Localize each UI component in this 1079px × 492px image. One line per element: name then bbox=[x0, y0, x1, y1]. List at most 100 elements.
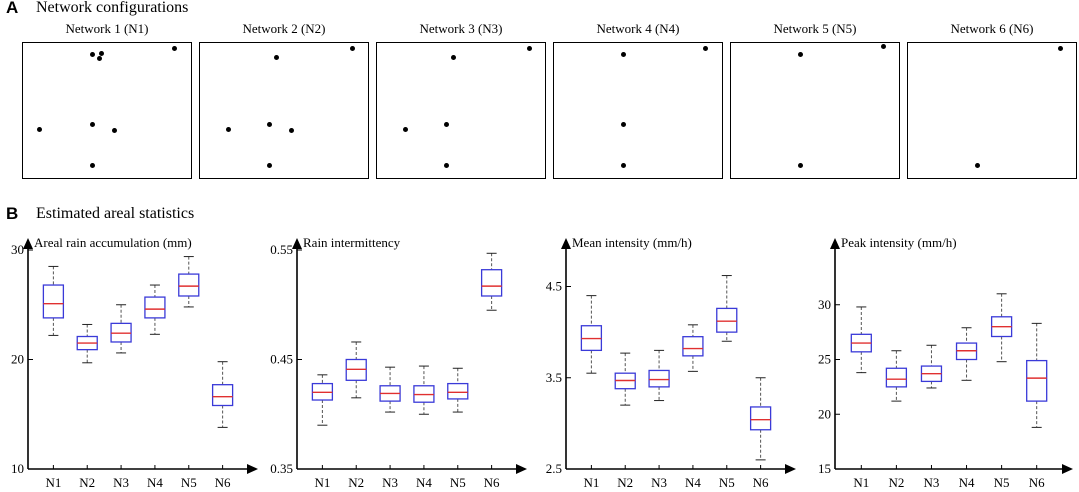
y-tick-label: 30 bbox=[818, 297, 831, 312]
y-tick-label: 30 bbox=[11, 242, 24, 257]
x-tick-label: N5 bbox=[450, 475, 466, 490]
x-tick-label: N6 bbox=[215, 475, 231, 490]
network-3-label: Network 3 (N3) bbox=[419, 21, 503, 36]
x-tick-label: N2 bbox=[617, 475, 633, 490]
chart-title: Mean intensity (mm/h) bbox=[572, 235, 692, 250]
x-tick-label: N4 bbox=[959, 475, 975, 490]
panel-b-title: Estimated areal statistics bbox=[36, 205, 195, 222]
x-tick-label: N3 bbox=[924, 475, 940, 490]
station-dot bbox=[975, 162, 981, 168]
station-dot bbox=[444, 121, 450, 127]
chart-title: Rain intermittency bbox=[303, 235, 401, 250]
station-dot bbox=[273, 55, 279, 61]
panel-a-letter: A bbox=[6, 0, 19, 17]
station-dot bbox=[96, 56, 102, 62]
x-tick-label: N1 bbox=[314, 475, 330, 490]
network-6-label: Network 6 (N6) bbox=[950, 21, 1034, 36]
y-tick-label: 20 bbox=[818, 406, 831, 421]
network-6-map bbox=[907, 42, 1077, 179]
station-dot bbox=[402, 126, 408, 132]
box bbox=[885, 367, 908, 388]
y-tick-label: 2.5 bbox=[546, 461, 562, 476]
x-axis-arrow bbox=[1062, 464, 1073, 474]
y-axis-arrow bbox=[830, 238, 840, 249]
station-dot bbox=[450, 55, 456, 61]
network-4-label: Network 4 (N4) bbox=[596, 21, 680, 36]
x-tick-label: N2 bbox=[888, 475, 904, 490]
x-tick-label: N4 bbox=[685, 475, 701, 490]
y-tick-label: 25 bbox=[818, 352, 831, 367]
y-tick-label: 3.5 bbox=[546, 370, 562, 385]
y-axis-arrow bbox=[23, 238, 33, 249]
station-dot bbox=[225, 126, 231, 132]
station-dot bbox=[90, 52, 96, 58]
y-tick-label: 4.5 bbox=[546, 279, 562, 294]
station-dot bbox=[621, 52, 627, 58]
station-dot bbox=[267, 162, 273, 168]
box bbox=[749, 406, 772, 431]
station-dot bbox=[90, 121, 96, 127]
y-tick-label: 0.45 bbox=[270, 352, 293, 367]
network-2-map bbox=[199, 42, 369, 179]
x-tick-label: N4 bbox=[416, 475, 432, 490]
y-axis-arrow bbox=[561, 238, 571, 249]
station-dot bbox=[444, 162, 450, 168]
station-dot bbox=[798, 162, 804, 168]
x-tick-label: N4 bbox=[147, 475, 163, 490]
station-dot bbox=[1058, 45, 1064, 51]
x-tick-label: N1 bbox=[45, 475, 61, 490]
x-tick-label: N5 bbox=[181, 475, 197, 490]
x-tick-label: N6 bbox=[484, 475, 500, 490]
station-dot bbox=[881, 44, 887, 50]
panel-a-title: Network configurations bbox=[36, 0, 189, 16]
x-tick-label: N2 bbox=[348, 475, 364, 490]
chart-title: Areal rain accumulation (mm) bbox=[34, 235, 192, 250]
box bbox=[42, 284, 65, 319]
x-tick-label: N3 bbox=[382, 475, 398, 490]
chart-title: Peak intensity (mm/h) bbox=[841, 235, 957, 250]
station-dot bbox=[621, 121, 627, 127]
x-tick-label: N5 bbox=[719, 475, 735, 490]
station-dot bbox=[98, 51, 104, 57]
box bbox=[682, 336, 704, 357]
box bbox=[480, 269, 503, 297]
x-tick-label: N5 bbox=[994, 475, 1010, 490]
x-axis-arrow bbox=[516, 464, 527, 474]
y-axis-arrow bbox=[292, 238, 302, 249]
station-dot bbox=[527, 45, 533, 51]
x-tick-label: N1 bbox=[853, 475, 869, 490]
station-dot bbox=[267, 121, 273, 127]
x-tick-label: N6 bbox=[753, 475, 769, 490]
y-tick-label: 0.35 bbox=[270, 461, 293, 476]
network-1-label: Network 1 (N1) bbox=[65, 21, 149, 36]
box bbox=[211, 384, 234, 407]
x-tick-label: N3 bbox=[113, 475, 129, 490]
x-tick-label: N3 bbox=[651, 475, 667, 490]
station-dot bbox=[111, 128, 117, 134]
network-2-label: Network 2 (N2) bbox=[242, 21, 326, 36]
box bbox=[144, 296, 166, 319]
station-dot bbox=[171, 45, 177, 51]
station-dot bbox=[350, 45, 356, 51]
station-dot bbox=[90, 162, 96, 168]
network-3-map bbox=[376, 42, 546, 179]
box bbox=[178, 273, 200, 297]
y-tick-label: 10 bbox=[11, 461, 24, 476]
station-dot bbox=[798, 52, 804, 58]
box bbox=[716, 307, 738, 333]
box bbox=[447, 382, 469, 400]
y-tick-label: 15 bbox=[818, 461, 831, 476]
network-4-map bbox=[553, 42, 723, 179]
network-5-map bbox=[730, 42, 900, 179]
y-tick-label: 0.55 bbox=[270, 242, 293, 257]
box bbox=[648, 369, 670, 388]
x-tick-label: N6 bbox=[1029, 475, 1045, 490]
x-tick-label: N1 bbox=[583, 475, 599, 490]
y-tick-label: 20 bbox=[11, 352, 24, 367]
x-axis-arrow bbox=[785, 464, 796, 474]
panel-b-letter: B bbox=[6, 204, 19, 223]
station-dot bbox=[621, 162, 627, 168]
network-5-label: Network 5 (N5) bbox=[773, 21, 857, 36]
station-dot bbox=[288, 128, 294, 134]
